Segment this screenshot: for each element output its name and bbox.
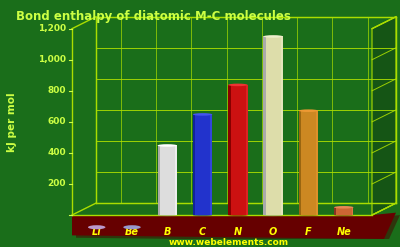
Ellipse shape xyxy=(228,84,248,86)
Ellipse shape xyxy=(158,214,177,216)
Polygon shape xyxy=(299,111,301,215)
Polygon shape xyxy=(160,145,177,215)
Text: Li: Li xyxy=(92,227,102,237)
Text: F: F xyxy=(305,227,312,237)
Polygon shape xyxy=(193,114,195,215)
Ellipse shape xyxy=(123,225,141,229)
Polygon shape xyxy=(299,111,301,215)
Ellipse shape xyxy=(228,214,248,216)
Text: www.webelements.com: www.webelements.com xyxy=(169,238,289,247)
Text: 400: 400 xyxy=(47,148,66,157)
Text: kJ per mol: kJ per mol xyxy=(7,92,17,152)
Text: N: N xyxy=(234,227,242,237)
Text: C: C xyxy=(199,227,206,237)
Polygon shape xyxy=(76,215,400,241)
Ellipse shape xyxy=(264,214,283,216)
Polygon shape xyxy=(158,145,160,215)
Ellipse shape xyxy=(193,214,212,216)
Text: O: O xyxy=(269,227,277,237)
Ellipse shape xyxy=(264,35,283,38)
Ellipse shape xyxy=(299,214,318,216)
Ellipse shape xyxy=(88,225,106,229)
Polygon shape xyxy=(352,207,354,215)
Ellipse shape xyxy=(299,109,318,112)
Polygon shape xyxy=(281,37,283,215)
Polygon shape xyxy=(195,114,212,215)
Text: 1,200: 1,200 xyxy=(38,24,66,33)
Polygon shape xyxy=(228,85,231,215)
Polygon shape xyxy=(246,85,248,215)
Text: Ne: Ne xyxy=(336,227,351,237)
Polygon shape xyxy=(158,145,160,215)
Polygon shape xyxy=(96,17,396,203)
Text: 1,000: 1,000 xyxy=(38,55,66,64)
Polygon shape xyxy=(193,114,195,215)
Text: Be: Be xyxy=(125,227,139,237)
Polygon shape xyxy=(264,37,266,215)
Polygon shape xyxy=(210,114,212,215)
Polygon shape xyxy=(266,37,283,215)
Polygon shape xyxy=(372,17,396,215)
Text: Bond enthalpy of diatomic M-C molecules: Bond enthalpy of diatomic M-C molecules xyxy=(16,10,291,22)
Text: 600: 600 xyxy=(48,117,66,126)
Ellipse shape xyxy=(158,144,177,147)
Polygon shape xyxy=(316,111,318,215)
Polygon shape xyxy=(334,207,336,215)
Polygon shape xyxy=(336,207,354,215)
Ellipse shape xyxy=(334,206,354,208)
Polygon shape xyxy=(228,85,231,215)
Polygon shape xyxy=(72,213,396,239)
Ellipse shape xyxy=(193,113,212,116)
Text: B: B xyxy=(164,227,171,237)
Ellipse shape xyxy=(334,214,354,216)
Polygon shape xyxy=(334,207,336,215)
Polygon shape xyxy=(301,111,318,215)
Text: 800: 800 xyxy=(48,86,66,95)
Text: 200: 200 xyxy=(48,180,66,188)
Polygon shape xyxy=(231,85,248,215)
Polygon shape xyxy=(264,37,266,215)
Polygon shape xyxy=(175,145,177,215)
